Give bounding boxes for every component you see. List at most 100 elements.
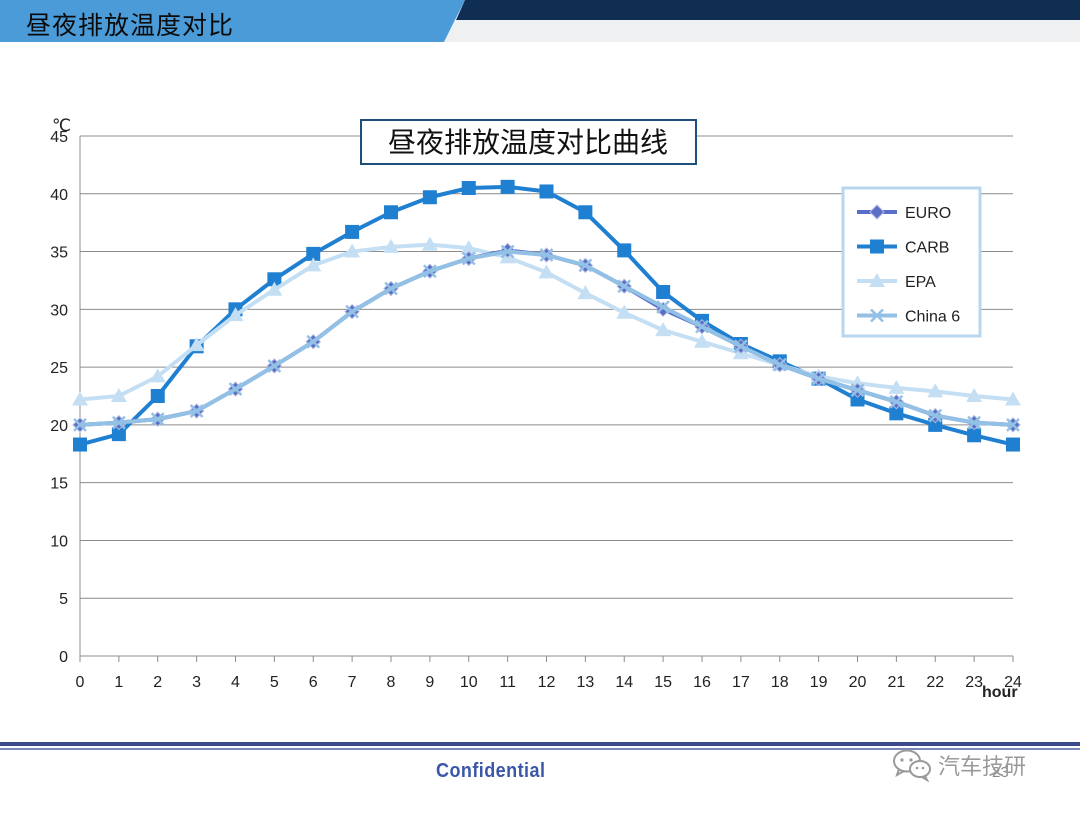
data-point	[655, 322, 672, 337]
x-tick-label: 7	[348, 674, 357, 691]
marker-stroke	[578, 258, 593, 273]
y-tick-label: 20	[50, 418, 68, 435]
series-china-6	[73, 244, 1020, 432]
y-tick-label: 45	[50, 129, 68, 146]
x-tick-label: 19	[810, 674, 828, 691]
x-tick-label: 13	[576, 674, 594, 691]
x-tick-label: 5	[270, 674, 279, 691]
x-tick-label: 1	[114, 674, 123, 691]
marker-stroke	[772, 357, 787, 372]
data-point	[617, 243, 632, 258]
data-point	[421, 236, 438, 251]
data-point	[266, 281, 283, 296]
x-tick-label: 3	[192, 674, 201, 691]
x-tick-label: 2	[153, 674, 162, 691]
data-point	[538, 264, 555, 279]
marker-stroke	[656, 300, 671, 314]
legend-marker	[869, 273, 885, 287]
legend-label: China 6	[905, 309, 960, 326]
data-point	[384, 281, 398, 296]
x-tick-label: 21	[887, 674, 905, 691]
x-axis-label: hour	[982, 684, 1018, 701]
marker-stroke	[228, 382, 243, 396]
legend-item-euro: EURO	[857, 204, 951, 222]
data-point	[422, 264, 437, 279]
y-tick-label: 40	[50, 187, 68, 204]
data-point	[500, 179, 515, 194]
data-point	[888, 379, 905, 394]
y-tick-label: 35	[50, 245, 68, 262]
x-tick-label: 4	[231, 674, 240, 691]
data-point	[461, 181, 476, 195]
y-tick-label: 0	[59, 649, 68, 666]
x-tick-label: 14	[615, 674, 633, 691]
data-point	[1005, 391, 1021, 406]
data-point	[188, 337, 205, 352]
marker-stroke	[150, 412, 165, 426]
data-point	[928, 417, 943, 432]
x-tick-label: 20	[849, 674, 867, 691]
data-point	[189, 404, 204, 418]
marker-stroke	[1006, 418, 1020, 432]
data-point	[460, 240, 477, 255]
legend-marker	[869, 204, 885, 220]
chart-title-layer: 昼夜排放温度对比曲线	[360, 119, 697, 165]
marker-stroke	[306, 334, 321, 349]
x-tick-label: 12	[538, 674, 556, 691]
x-tick-label: 11	[499, 674, 516, 691]
y-tick-label: 25	[50, 360, 68, 377]
header-banner	[0, 0, 1080, 42]
marker-stroke	[811, 371, 826, 386]
marker-stroke	[928, 408, 943, 423]
data-point	[733, 339, 748, 354]
x-tick-label: 18	[771, 674, 789, 691]
data-point	[150, 412, 165, 426]
legend-item-epa: EPA	[857, 273, 936, 291]
data-point	[111, 415, 126, 430]
marker-stroke	[345, 304, 360, 319]
data-point	[228, 382, 243, 396]
watermark: 汽车技研	[892, 748, 1026, 782]
data-point	[384, 205, 398, 220]
watermark-text: 汽车技研	[938, 755, 1027, 780]
confidential-label: Confidential	[436, 760, 546, 782]
marker-stroke	[967, 415, 982, 430]
marker-stroke	[539, 248, 554, 262]
x-tick-label: 0	[76, 674, 85, 691]
legend-item-carb: CARB	[857, 239, 949, 257]
data-point	[1006, 437, 1020, 452]
data-point	[306, 334, 321, 349]
data-point	[578, 258, 593, 273]
marker-stroke	[500, 244, 515, 259]
data-point	[539, 184, 554, 199]
data-point	[889, 394, 904, 409]
marker-stroke	[733, 339, 748, 354]
wechat-icon	[893, 749, 931, 782]
legend-marker	[870, 239, 884, 254]
x-tick-label: 9	[425, 674, 434, 691]
y-axis-label: ℃	[52, 116, 71, 136]
y-tick-label: 15	[50, 476, 68, 493]
x-tick-label: 6	[309, 674, 318, 691]
x-tick-label: 17	[732, 674, 750, 691]
marker-stroke	[384, 281, 398, 296]
marker-stroke	[267, 359, 282, 373]
data-point	[345, 224, 360, 239]
data-point	[344, 243, 361, 258]
marker-stroke	[850, 383, 865, 398]
data-point	[927, 383, 944, 398]
legend-label: EURO	[905, 205, 951, 222]
data-point	[811, 371, 826, 386]
data-point	[500, 244, 515, 259]
data-point	[461, 251, 476, 266]
x-tick-label: 8	[387, 674, 396, 691]
legend-label: CARB	[905, 240, 949, 257]
data-point	[539, 248, 554, 262]
data-point	[267, 272, 282, 287]
marker-stroke	[189, 404, 204, 418]
data-point	[72, 391, 88, 406]
slide-header: 昼夜排放温度对比	[0, 0, 1080, 58]
marker-stroke	[73, 418, 87, 432]
